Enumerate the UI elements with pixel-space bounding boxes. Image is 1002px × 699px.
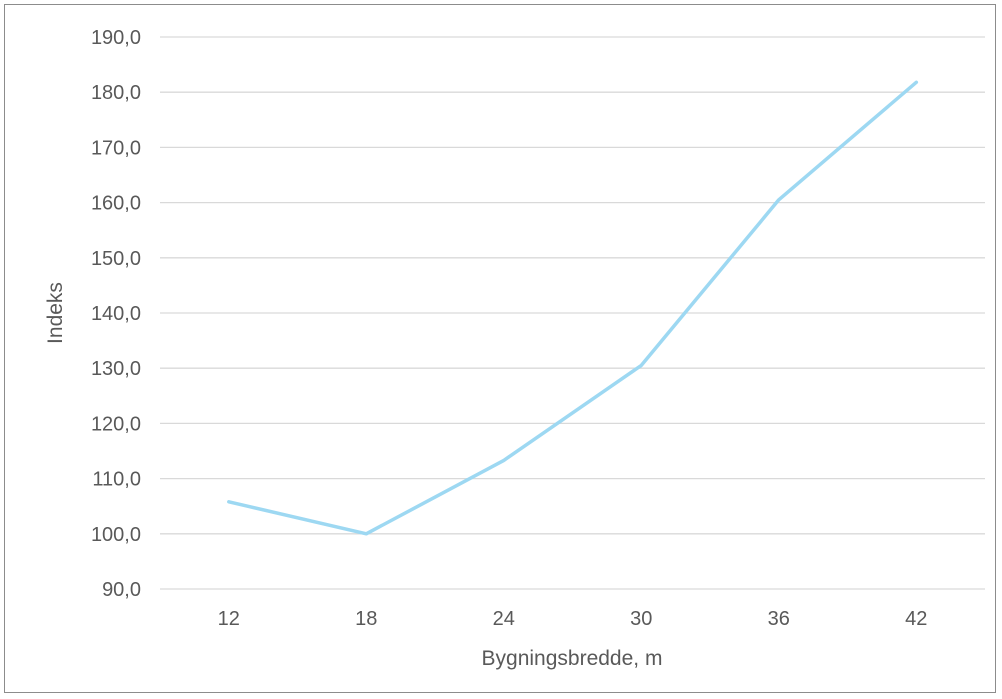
x-tick-label: 18 — [355, 608, 377, 630]
y-tick-label: 150,0 — [91, 248, 141, 270]
y-tick-label: 90,0 — [102, 579, 141, 601]
x-tick-label: 36 — [768, 608, 790, 630]
y-tick-label: 130,0 — [91, 358, 141, 380]
grid-lines — [160, 36, 985, 590]
chart-frame — [4, 4, 996, 693]
y-axis-label: Indeks — [44, 282, 67, 344]
series-group — [227, 80, 919, 536]
x-axis-label: Bygningsbredde, m — [482, 647, 663, 670]
x-tick-label: 12 — [218, 608, 240, 630]
x-axis-ticks: 12 18 24 30 36 42 — [218, 608, 928, 630]
y-tick-label: 160,0 — [91, 193, 141, 215]
y-tick-label: 110,0 — [92, 469, 141, 491]
x-tick-label: 24 — [493, 608, 515, 630]
y-axis-ticks: 90,0 100,0 110,0 120,0 130,0 140,0 150,0 160,0 1… — [91, 27, 141, 601]
y-tick-label: 180,0 — [91, 82, 141, 104]
y-tick-label: 170,0 — [91, 137, 141, 159]
x-tick-label: 30 — [630, 608, 652, 630]
y-tick-label: 120,0 — [91, 413, 141, 435]
y-tick-label: 190,0 — [91, 27, 141, 49]
y-tick-label: 100,0 — [91, 524, 141, 546]
series-line — [227, 80, 919, 536]
y-tick-label: 140,0 — [91, 303, 141, 325]
x-tick-label: 42 — [905, 608, 927, 630]
